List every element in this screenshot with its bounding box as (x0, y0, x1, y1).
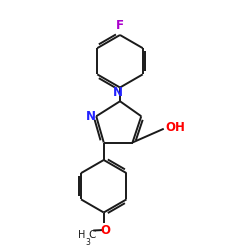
Text: N: N (86, 110, 96, 123)
Text: 3: 3 (85, 238, 90, 247)
Text: F: F (116, 19, 124, 32)
Text: H: H (78, 230, 85, 240)
Text: C: C (88, 230, 96, 240)
Text: N: N (113, 86, 123, 99)
Text: O: O (100, 224, 110, 237)
Text: OH: OH (166, 121, 186, 134)
